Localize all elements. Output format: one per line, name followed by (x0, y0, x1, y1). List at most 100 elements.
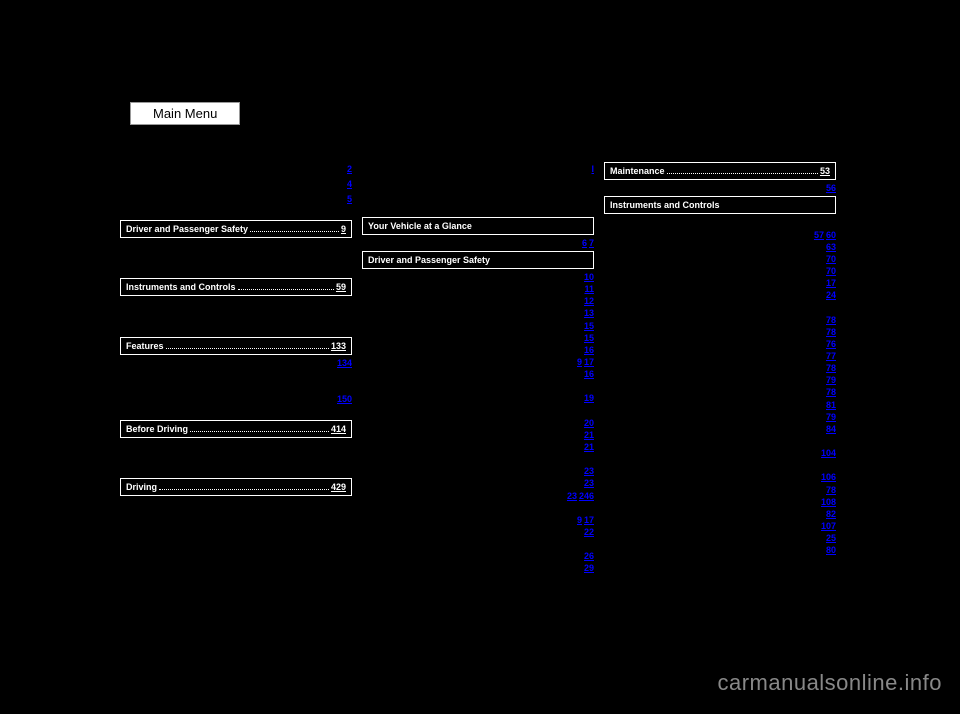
page-link[interactable]: 7 (589, 237, 594, 249)
section-heading[interactable]: Instruments and Controls (604, 196, 836, 214)
section-heading[interactable]: Your Vehicle at a Glance (362, 217, 594, 235)
toc-entry[interactable]: Additional Safety Precautions21 (362, 441, 594, 453)
page-link[interactable]: 429 (331, 481, 346, 493)
toc-entry[interactable]: Interior Lights109 (846, 403, 960, 415)
toc-entry[interactable]: Current Fuel Mileage76 (604, 338, 836, 350)
page-link[interactable]: 134 (337, 357, 352, 369)
toc-entry[interactable]: Turn Signals and Headlights78 (604, 484, 836, 496)
toc-entry[interactable]: 2. Adjust the Front Seats16 (362, 344, 594, 356)
page-link[interactable]: 104 (821, 447, 836, 459)
page-link[interactable]: 63 (826, 241, 836, 253)
toc-entry[interactable]: Rear Window Defogger25 (604, 532, 836, 544)
toc-entry[interactable]: Moonroof280 (846, 379, 960, 391)
page-link[interactable]: 57 (814, 229, 824, 241)
toc-entry[interactable]: Seat Belts23 (362, 465, 594, 477)
toc-entry[interactable]: models)5760 (604, 229, 836, 241)
toc-entry[interactable]: Removing the Second Seat414417 (846, 294, 960, 306)
page-link[interactable]: 78 (826, 362, 836, 374)
toc-entry[interactable]: Your Vehicle at a Glance5 (120, 193, 352, 205)
toc-entry[interactable]: Front Seat Power Adjustments45 (846, 209, 960, 221)
toc-entry[interactable]: Seat Belt System Components23 (362, 477, 594, 489)
page-link[interactable]: 77 (826, 350, 836, 362)
page-link[interactable]: 5 (347, 193, 352, 205)
toc-entry[interactable]: Audio System150 (120, 393, 352, 405)
toc-entry[interactable]: Beverage Holders51 (846, 427, 960, 439)
page-link[interactable]: 17 (584, 514, 594, 526)
page-link[interactable]: 4 (347, 178, 352, 190)
toc-entry[interactable]: Advice for Pregnant Women21 (362, 429, 594, 441)
toc-entry[interactable]: Your Vehicle's Safety Features11 (362, 283, 594, 295)
toc-entry[interactable]: Maintenance Minder78 (604, 386, 836, 398)
page-link[interactable]: 23 (584, 465, 594, 477)
toc-entry[interactable]: Overview of Contents2 (120, 163, 352, 175)
toc-entry[interactable]: Heated Mirrors134 (846, 160, 960, 172)
toc-entry[interactable]: A Few Words About Safety4 (120, 178, 352, 190)
page-link[interactable]: 13 (584, 307, 594, 319)
page-link[interactable]: 150 (337, 393, 352, 405)
toc-entry[interactable]: 4. Adjust the Head Restraints16 (362, 368, 594, 380)
toc-entry[interactable]: Third Row Access71 (846, 257, 960, 269)
page-link[interactable]: 22 (584, 526, 594, 538)
page-link[interactable]: 9 (341, 223, 346, 235)
section-heading[interactable]: Features133 (120, 337, 352, 355)
page-link[interactable]: 414 (331, 423, 346, 435)
toc-entry[interactable]: Instrument Panel63 (604, 241, 836, 253)
toc-entry[interactable]: Power Windows225 (846, 366, 960, 378)
toc-entry[interactable]: 1. Close and Lock the Doors15 (362, 332, 594, 344)
toc-entry[interactable]: Adjusting the Power Mirrors190120 (846, 330, 960, 342)
section-heading[interactable]: Driver and Passenger Safety9 (120, 220, 352, 238)
page-link[interactable]: 70 (826, 265, 836, 277)
toc-entry[interactable]: Parking Brake73 (846, 391, 960, 403)
toc-entry[interactable]: Instrument Panel Indicators70 (604, 253, 836, 265)
page-link[interactable]: I (591, 163, 594, 175)
toc-entry[interactable]: Indicator78 (604, 314, 836, 326)
page-link[interactable]: 76 (826, 338, 836, 350)
toc-entry[interactable]: Instrument Panel Brightness82 (604, 508, 836, 520)
page-link[interactable]: 70 (826, 253, 836, 265)
toc-entry[interactable]: Folding the Second Seat77 (846, 245, 960, 257)
section-heading[interactable]: Maintenance53 (604, 162, 836, 180)
toc-entry[interactable]: Wheel104 (604, 447, 836, 459)
page-link[interactable]: 17 (584, 356, 594, 368)
page-link[interactable]: 84 (826, 423, 836, 435)
page-link[interactable]: 19 (584, 392, 594, 404)
toc-entry[interactable]: Head Restraints413 (846, 221, 960, 233)
page-link[interactable]: 16 (584, 368, 594, 380)
toc-entry[interactable]: Important Safety Precautions10 (362, 271, 594, 283)
page-link[interactable]: 11 (584, 283, 594, 295)
toc-entry[interactable]: Protecting Adults and Teens15 (362, 320, 594, 332)
page-link[interactable]: 108 (821, 496, 836, 508)
toc-entry[interactable]: Fog Lights108 (604, 496, 836, 508)
toc-entry[interactable]: Engine Oil Life77 (604, 350, 836, 362)
page-link[interactable]: 15 (584, 320, 594, 332)
main-menu-button[interactable]: Main Menu (130, 102, 240, 125)
toc-entry[interactable]: Seat Belt Maintenance22 (362, 526, 594, 538)
page-link[interactable]: 17 (826, 277, 836, 289)
toc-entry[interactable]: Trip Computer84 (604, 423, 836, 435)
page-link[interactable]: 79 (826, 374, 836, 386)
toc-entry[interactable]: Vehicle Storage56 (604, 182, 836, 194)
toc-entry[interactable]: Seat Belts19 (362, 392, 594, 404)
page-link[interactable]: 20 (584, 417, 594, 429)
toc-entry[interactable]: Multi-Information Display79 (604, 411, 836, 423)
page-link[interactable]: 21 (584, 441, 594, 453)
toc-entry[interactable]: Mirrors235 (846, 318, 960, 330)
toc-entry[interactable]: Reclining the Front Seats415 (846, 233, 960, 245)
page-link[interactable]: 78 (826, 314, 836, 326)
toc-entry[interactable]: Fuel Gauge17 (604, 277, 836, 289)
toc-entry[interactable]: Temperature Gauge24 (604, 289, 836, 301)
page-link[interactable]: 24 (826, 289, 836, 301)
page-link[interactable]: 25 (826, 532, 836, 544)
toc-entry[interactable]: Average Fuel Mileage79 (604, 374, 836, 386)
toc-entry[interactable]: Trip Meter78 (604, 362, 836, 374)
page-link[interactable]: 15 (584, 332, 594, 344)
page-link[interactable]: 29 (584, 562, 594, 574)
section-heading[interactable]: Driver and Passenger Safety (362, 251, 594, 269)
page-link[interactable]: 78 (826, 386, 836, 398)
page-link[interactable]: 16 (584, 344, 594, 356)
toc-entry[interactable]: Airbags26 (362, 550, 594, 562)
section-heading[interactable]: Driving429 (120, 478, 352, 496)
page-link[interactable]: 78 (826, 326, 836, 338)
page-link[interactable]: 9 (577, 356, 582, 368)
toc-entry[interactable]: Seat Belts12 (362, 295, 594, 307)
